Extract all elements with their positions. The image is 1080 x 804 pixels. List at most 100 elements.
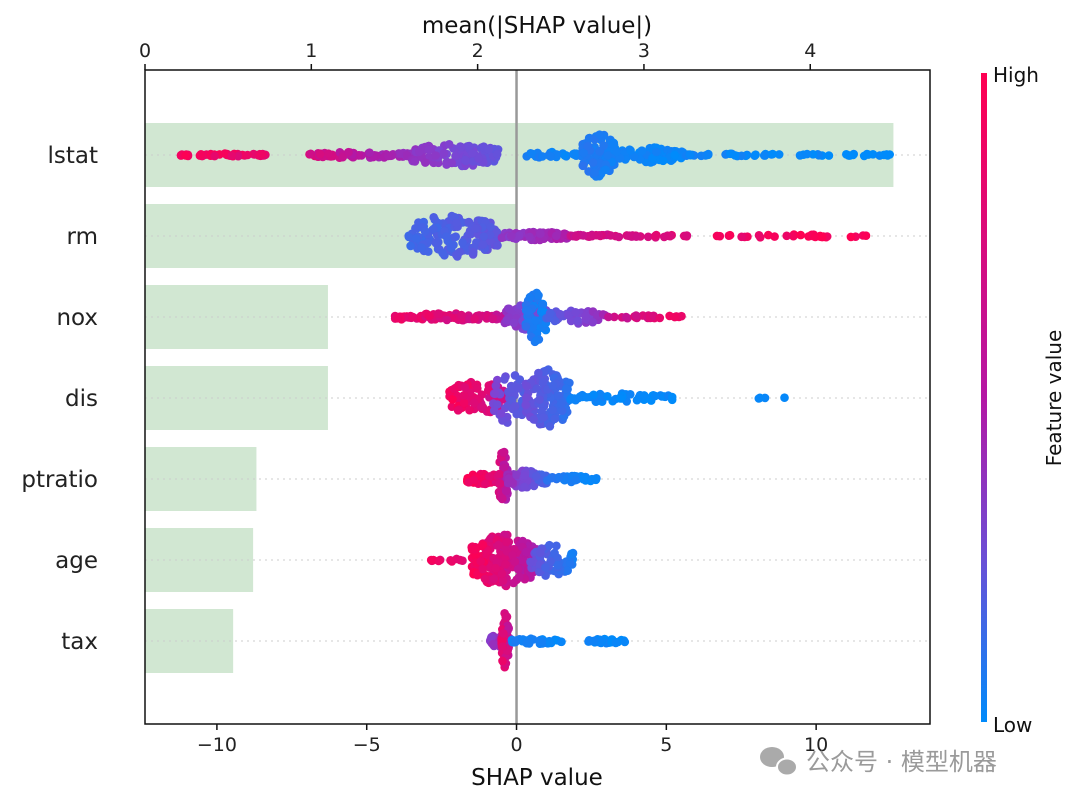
point-dis — [639, 391, 649, 400]
point-nox — [531, 336, 541, 345]
point-dis — [603, 392, 612, 401]
point-nox — [393, 314, 403, 323]
watermark: 公众号 · 模型机器 — [760, 747, 997, 777]
point-ptratio — [554, 472, 564, 482]
point-lstat — [603, 151, 613, 160]
point-rm — [497, 233, 507, 242]
feature-label-tax: tax — [61, 629, 98, 655]
point-ptratio — [501, 486, 511, 496]
bottom-tick-label: 5 — [660, 734, 672, 756]
point-ptratio — [547, 473, 556, 483]
point-dis — [534, 368, 543, 378]
point-nox — [623, 313, 632, 323]
point-dis — [491, 381, 501, 391]
point-rm — [643, 232, 653, 242]
point-lstat — [344, 147, 353, 157]
point-rm — [429, 224, 438, 234]
point-rm — [737, 232, 746, 242]
point-rm — [447, 211, 457, 221]
point-ptratio — [520, 471, 530, 480]
point-rm — [417, 243, 426, 252]
feature-label-age: age — [55, 548, 98, 574]
point-ptratio — [520, 482, 529, 492]
point-rm — [606, 231, 615, 240]
point-age — [508, 550, 517, 560]
point-rm — [406, 241, 415, 251]
point-dis — [754, 394, 764, 403]
point-age — [497, 569, 507, 579]
point-dis — [513, 384, 523, 393]
point-lstat — [467, 149, 477, 158]
point-lstat — [324, 149, 333, 158]
point-lstat — [768, 149, 777, 159]
point-ptratio — [469, 475, 479, 485]
bottom-axis: −10 −5 0 5 10 — [197, 724, 828, 756]
point-lstat — [802, 149, 812, 159]
point-lstat — [588, 158, 598, 167]
point-dis — [550, 414, 560, 424]
point-lstat — [546, 152, 555, 161]
point-rm — [404, 232, 414, 242]
point-lstat — [612, 147, 621, 157]
point-lstat — [384, 151, 393, 161]
point-age — [553, 560, 563, 570]
point-lstat — [181, 151, 190, 160]
point-age — [545, 540, 554, 550]
point-dis — [566, 395, 575, 404]
point-dis — [521, 400, 530, 410]
point-dis — [561, 384, 571, 394]
point-lstat — [658, 156, 668, 166]
point-lstat — [629, 152, 639, 162]
point-lstat — [243, 150, 252, 160]
point-nox — [528, 323, 537, 332]
point-lstat — [774, 150, 784, 159]
point-rm — [411, 234, 421, 243]
point-lstat — [578, 161, 588, 171]
point-rm — [438, 248, 448, 258]
point-ptratio — [499, 463, 509, 473]
point-rm — [479, 232, 489, 241]
feature-label-ptratio: ptratio — [21, 467, 98, 493]
point-lstat — [474, 154, 483, 163]
point-dis — [539, 413, 548, 422]
point-dis — [553, 391, 563, 400]
point-tax — [557, 637, 566, 647]
point-nox — [604, 312, 613, 322]
point-ptratio — [504, 474, 514, 483]
point-rm — [471, 224, 480, 233]
point-rm — [846, 232, 856, 242]
point-lstat — [431, 151, 441, 160]
point-rm — [725, 230, 735, 240]
point-dis — [650, 391, 660, 401]
bottom-axis-title: SHAP value — [471, 765, 603, 791]
point-nox — [442, 315, 452, 325]
point-tax — [545, 638, 555, 647]
colorbar-low-label: Low — [993, 713, 1032, 737]
point-dis — [557, 406, 567, 416]
point-dis — [575, 392, 585, 401]
point-lstat — [220, 149, 230, 158]
point-nox — [408, 312, 418, 322]
point-lstat — [859, 151, 869, 161]
bottom-tick-label: 0 — [510, 734, 522, 756]
point-nox — [502, 316, 512, 325]
point-lstat — [227, 151, 237, 160]
point-tax — [511, 637, 520, 647]
point-ptratio — [579, 474, 588, 484]
point-lstat — [595, 146, 605, 156]
point-dis — [490, 389, 500, 399]
point-rm — [485, 236, 495, 246]
point-dis — [582, 393, 591, 402]
point-lstat — [583, 141, 592, 151]
point-dis — [615, 394, 625, 403]
point-age — [513, 564, 523, 574]
point-dis — [460, 383, 470, 392]
point-rm — [817, 232, 827, 242]
series-nox — [390, 288, 686, 347]
point-dis — [667, 392, 677, 402]
point-rm — [650, 231, 660, 241]
point-lstat — [424, 145, 434, 155]
point-ptratio — [495, 479, 505, 488]
point-nox — [509, 318, 519, 328]
point-rm — [632, 232, 641, 241]
